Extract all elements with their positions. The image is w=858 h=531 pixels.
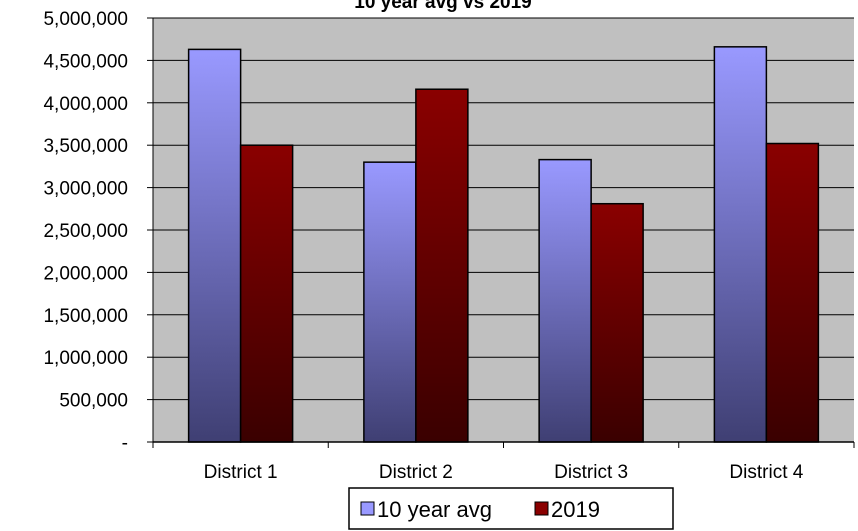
bar-2019 — [590, 202, 644, 443]
legend-swatch-2019 — [534, 501, 549, 516]
bar-avg — [187, 48, 242, 443]
y-tick-label: 3,500,000 — [43, 136, 128, 157]
legend-box — [348, 487, 674, 530]
chart-title: 10 year avg vs 2019 — [354, 0, 532, 13]
y-tick-label: 1,000,000 — [43, 348, 128, 369]
legend-label: 10 year avg — [377, 497, 492, 522]
legend: 10 year avg 2019 — [348, 487, 674, 530]
y-tick-label: 500,000 — [59, 391, 128, 412]
y-tick-label: 2,500,000 — [43, 221, 128, 242]
category-label: District 1 — [204, 462, 278, 483]
legend-label: 2019 — [551, 497, 600, 522]
y-tick-label: 1,500,000 — [43, 306, 128, 327]
y-tick-label: 4,000,000 — [43, 94, 128, 115]
y-tick-label: 2,000,000 — [43, 263, 128, 284]
bar-avg — [538, 158, 592, 443]
bar-avg — [713, 46, 768, 443]
category-label: District 3 — [554, 462, 628, 483]
bar-2019 — [415, 88, 469, 443]
y-tick-label: 5,000,000 — [43, 9, 128, 30]
bar-2019 — [765, 142, 820, 443]
category-label: District 4 — [729, 462, 803, 483]
legend-swatch-avg — [360, 501, 375, 516]
category-label: District 2 — [379, 462, 453, 483]
y-tick-label: 3,000,000 — [43, 179, 128, 200]
bar-2019 — [239, 144, 294, 443]
y-tick-label: - — [122, 433, 128, 454]
y-tick-label: 4,500,000 — [43, 51, 128, 72]
bar-avg — [363, 161, 417, 443]
axes: - 500,000 1,000,000 1,500,000 2,000,000 2,500… — [43, 9, 855, 483]
bars — [187, 46, 820, 443]
